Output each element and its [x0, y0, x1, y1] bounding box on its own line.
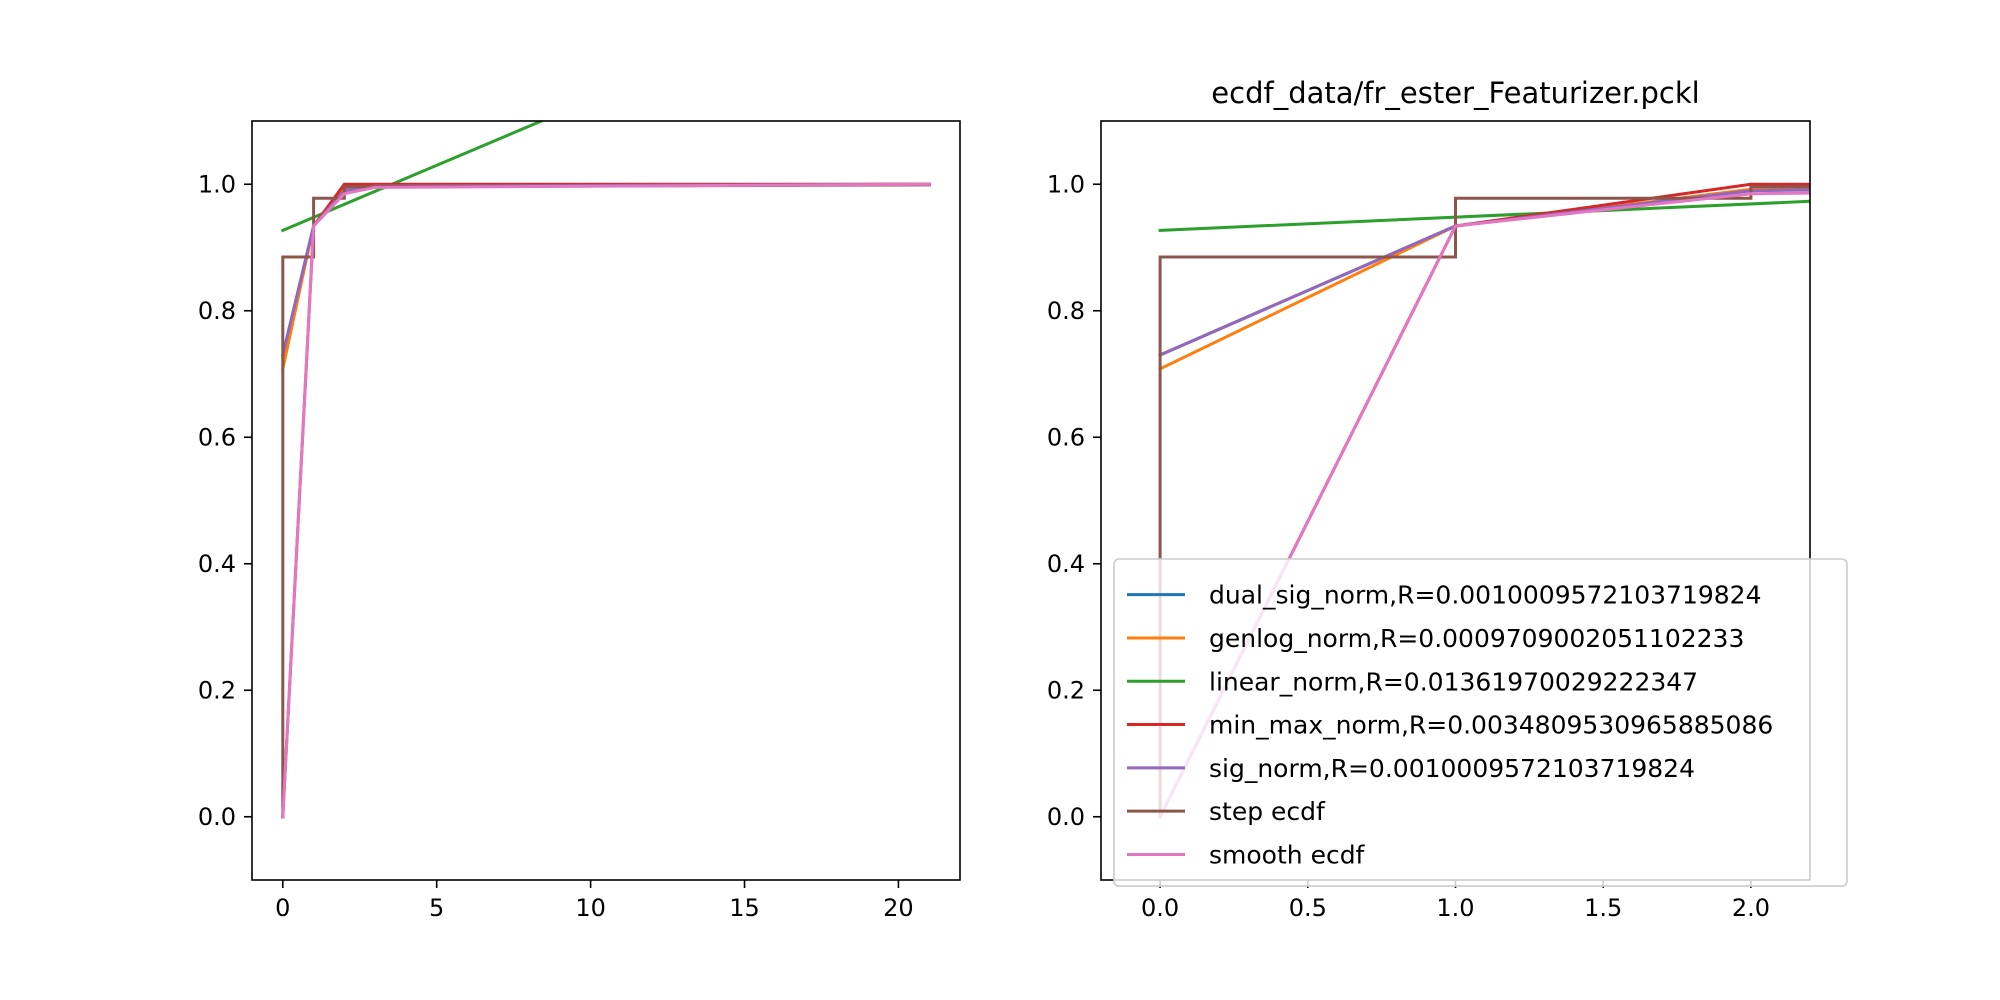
y-tick-label: 1.0: [198, 170, 236, 198]
axes-frame: [251, 120, 961, 881]
left-chart-panel: 0 5 10 15 20 0.0 0.2 0.4 0.6 0.8 1.0: [198, 120, 961, 922]
y-tick-label: 0.6: [1047, 423, 1085, 451]
right-chart-panel: ecdf_data/fr_ester_Featurizer.pckl 0.0 0.5…: [1047, 76, 1848, 922]
y-tick-label: 0.4: [1047, 550, 1085, 578]
legend-label: smooth ecdf: [1209, 840, 1366, 869]
x-tick-label: 15: [729, 894, 760, 922]
x-tick-label: 5: [429, 894, 444, 922]
y-tick-label: 0.0: [198, 803, 236, 831]
y-tick-label: 1.0: [1047, 170, 1085, 198]
series-group: [280, 121, 931, 819]
x-tick-label: 0: [275, 894, 290, 922]
series-group: [1158, 182, 1810, 819]
legend-box: [1113, 558, 1848, 887]
y-tick-label: 0.2: [1047, 676, 1085, 704]
x-tick-label: 1.5: [1584, 894, 1622, 922]
y-tick-label: 0.0: [1047, 803, 1085, 831]
y-tick-label: 0.4: [198, 550, 236, 578]
x-tick-label: 10: [575, 894, 606, 922]
legend-label: linear_norm,R=0.01361970029222347: [1209, 667, 1698, 696]
chart-title: ecdf_data/fr_ester_Featurizer.pckl: [1211, 76, 1699, 110]
y-tick-label: 0.8: [1047, 297, 1085, 325]
series-line-sig-norm: [1158, 188, 1810, 357]
series-line-smooth-ecdf: [1158, 191, 1810, 819]
x-tick-label: 2.0: [1732, 894, 1770, 922]
legend-label: genlog_norm,R=0.0009709002051102233: [1209, 624, 1744, 653]
x-tick-label: 1.0: [1436, 894, 1474, 922]
legend: dual_sig_norm,R=0.0010009572103719824gen…: [1113, 558, 1848, 887]
x-tick-label: 0.5: [1289, 894, 1327, 922]
legend-label: step ecdf: [1209, 797, 1326, 826]
y-tick-label: 0.6: [198, 423, 236, 451]
series-line-linear-norm: [1158, 199, 1810, 232]
y-tick-label: 0.8: [198, 297, 236, 325]
y-tick-label: 0.2: [198, 676, 236, 704]
series-line-step-ecdf: [1158, 185, 1810, 819]
legend-label: sig_norm,R=0.0010009572103719824: [1209, 754, 1695, 783]
x-tick-label: 20: [883, 894, 914, 922]
series-line-step-ecdf: [281, 183, 931, 819]
x-tick-label: 0.0: [1141, 894, 1179, 922]
series-line-smooth-ecdf: [281, 182, 931, 819]
legend-label: min_max_norm,R=0.0034809530965885086: [1209, 711, 1773, 740]
legend-label: dual_sig_norm,R=0.0010009572103719824: [1209, 581, 1761, 610]
